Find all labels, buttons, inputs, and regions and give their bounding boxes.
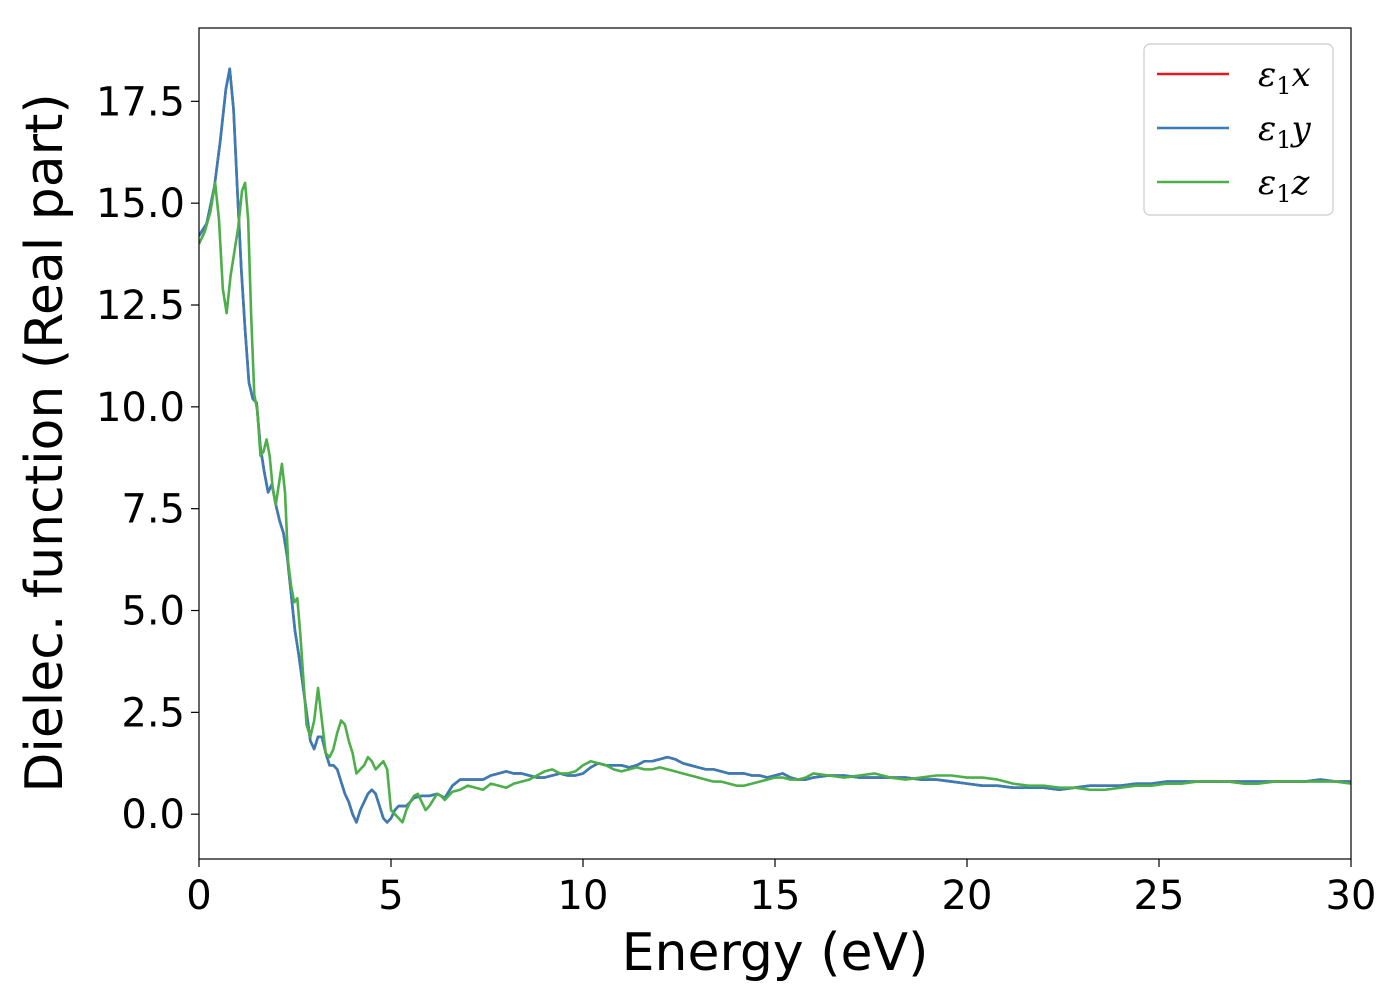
legend-label-base: ε: [1258, 55, 1276, 95]
legend-label-subscript: 1: [1276, 126, 1291, 154]
x-tick-label: 25: [1134, 873, 1185, 919]
y-tick-label: 0.0: [121, 792, 185, 838]
legend-box: [1143, 43, 1334, 216]
y-tick-label: 7.5: [121, 487, 185, 533]
legend-label-x: ε1x: [1258, 55, 1311, 100]
series-line-z: [199, 181, 1351, 824]
y-tick-label: 2.5: [121, 690, 185, 736]
legend-label-base: ε: [1258, 163, 1276, 203]
legend-label-variable: z: [1291, 163, 1311, 203]
legend-label-base: ε: [1258, 109, 1276, 149]
y-axis: 0.0 2.5 5.0 7.5 10.0 12.5 15.0 17.5: [96, 79, 199, 838]
x-tick-label: 5: [378, 873, 403, 919]
series-layer: [199, 67, 1351, 824]
y-tick-label: 5.0: [121, 589, 185, 635]
y-tick-label: 10.0: [96, 385, 185, 431]
legend-label-subscript: 1: [1276, 180, 1291, 208]
legend-label-variable: x: [1292, 55, 1311, 95]
series-line-y: [199, 67, 1351, 824]
y-axis-title: Dielec. function (Real part): [15, 93, 75, 792]
x-axis-title: Energy (eV): [622, 923, 929, 983]
y-tick-label: 15.0: [96, 181, 185, 227]
x-tick-label: 20: [942, 873, 993, 919]
x-tick-label: 30: [1326, 873, 1377, 919]
x-tick-label: 10: [558, 873, 609, 919]
x-axis: 0 5 10 15 20 25 30: [186, 859, 1376, 919]
y-tick-label: 17.5: [96, 79, 185, 125]
x-tick-label: 0: [186, 873, 211, 919]
x-tick-label: 15: [750, 873, 801, 919]
legend-label-variable: y: [1290, 109, 1312, 149]
legend-label-subscript: 1: [1276, 72, 1291, 100]
legend-label-y: ε1y: [1258, 109, 1312, 154]
y-tick-label: 12.5: [96, 283, 185, 329]
legend-label-z: ε1z: [1258, 163, 1311, 208]
